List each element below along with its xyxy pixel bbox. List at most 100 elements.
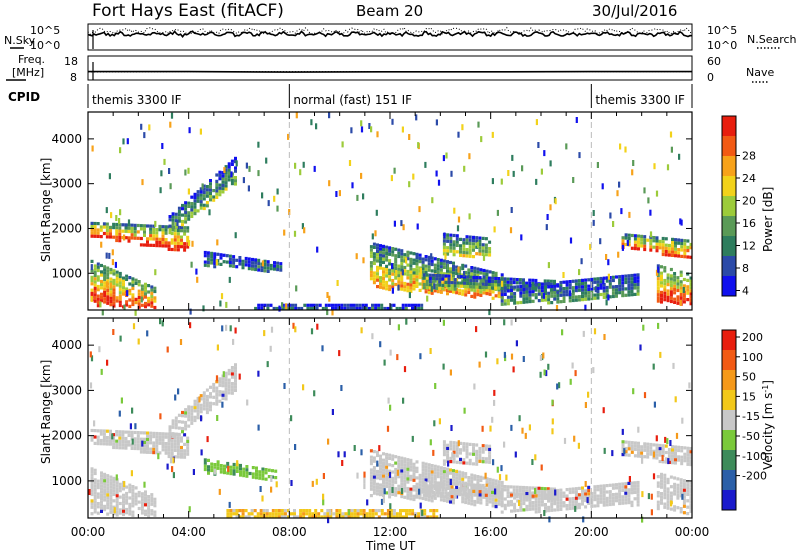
data-cell [312,303,316,307]
data-cell [218,383,222,387]
data-cell [112,480,116,484]
data-cell [242,470,246,474]
data-cell [90,259,94,263]
data-cell [473,295,477,299]
data-cell [432,273,435,277]
data-cell [193,205,197,209]
data-cell [479,293,483,297]
data-cell [602,497,606,501]
data-cell [406,480,410,484]
data-cell [494,485,498,489]
data-cell [414,303,417,307]
data-cell [686,239,690,243]
data-cell [478,446,482,451]
data-cell [187,217,191,221]
data-cell [478,493,482,497]
scatter-cell [498,474,502,481]
data-cell [403,476,407,480]
data-cell [679,289,683,293]
data-cell [235,515,239,519]
data-cell [656,277,660,281]
data-cell [196,196,200,200]
data-cell [115,430,119,434]
data-cell [435,481,439,485]
data-cell [176,232,180,236]
data-cell [112,476,116,480]
data-cell [102,435,106,439]
scatter-cell [442,155,445,162]
data-cell [386,515,390,519]
data-cell [649,245,653,249]
data-cell [184,408,188,412]
data-cell [506,280,510,284]
data-cell [122,493,125,497]
data-cell [503,507,507,511]
data-cell [334,303,338,307]
scatter-cell [101,309,104,316]
data-cell [103,479,107,483]
scatter-cell [569,378,572,385]
scatter-cell [494,488,497,495]
scatter-cell [503,351,506,358]
data-cell [109,290,113,294]
scatter-cell [621,244,624,251]
data-cell [686,512,690,516]
data-cell [128,288,132,292]
data-cell [372,258,376,262]
data-cell [202,206,206,211]
data-cell [112,433,116,437]
data-cell [439,261,443,266]
data-cell [144,305,147,309]
data-cell [512,488,516,492]
data-cell [106,298,110,302]
data-cell [682,511,686,515]
velocity-cells [88,318,693,524]
data-cell [661,450,665,454]
data-cell [503,283,507,287]
data-cell [109,481,113,486]
data-cell [470,269,474,273]
data-cell [93,503,97,508]
scatter-cell [681,493,684,500]
data-cell [376,450,379,454]
data-cell [547,499,551,503]
data-cell [400,265,404,269]
data-cell [203,464,207,468]
data-cell [385,245,389,249]
data-cell [199,190,203,194]
data-cell [388,262,392,266]
data-cell [660,294,663,298]
cpid-panel: CPID themis 3300 IF normal (fast) 151 IF t… [8,84,693,108]
data-cell [412,472,416,476]
data-cell [115,226,119,230]
data-cell [513,285,517,289]
data-cell [271,469,274,473]
data-cell [550,502,554,506]
scatter-cell [219,300,222,307]
data-cell [574,289,578,293]
data-cell [472,248,475,252]
data-cell [446,450,450,454]
scatter-cell [682,287,685,293]
data-cell [550,288,554,292]
data-cell [234,169,237,173]
data-cell [186,226,190,230]
data-cell [144,493,147,497]
scatter-cell [510,424,513,431]
data-cell [447,274,451,278]
data-cell [106,499,110,503]
data-cell [449,289,452,293]
data-cell [340,303,344,307]
data-cell [371,509,375,513]
data-cell [133,443,137,447]
cpid-label: CPID [8,90,40,104]
data-cell [196,403,200,407]
data-cell [158,451,162,455]
scatter-cell [192,469,195,475]
data-cell [430,470,434,474]
data-cell [358,303,362,307]
data-cell [212,386,216,390]
data-cell [611,285,615,289]
data-cell [406,250,410,254]
data-cell [146,447,149,451]
